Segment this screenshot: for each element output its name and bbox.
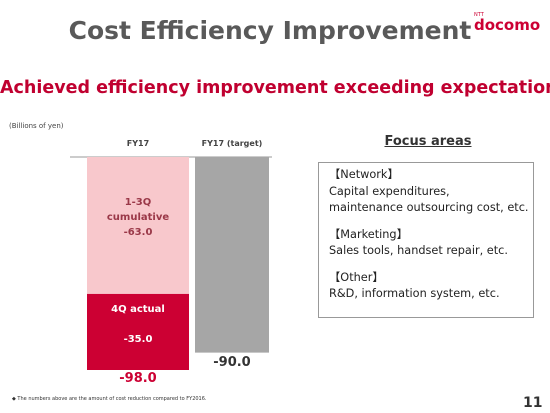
- segment-name: 4Q actual: [111, 303, 165, 315]
- focus-heading: 【Network】: [329, 168, 399, 181]
- focus-box: 【Network】 Capital expenditures, maintenanc…: [318, 162, 534, 318]
- focus-heading: 【Other】: [329, 270, 384, 284]
- total-label: -98.0: [119, 371, 157, 386]
- bar-segment: [87, 157, 189, 294]
- segment-name: 1-3Q cumulative: [106, 197, 170, 224]
- focus-line: Capital expenditures,: [329, 184, 450, 198]
- page-number: 11: [523, 395, 543, 411]
- value-label: -35.0: [123, 333, 153, 345]
- focus-line: R&D, information system, etc.: [329, 287, 500, 300]
- bar-segment: [195, 157, 269, 353]
- chart: [70, 156, 272, 370]
- logo: docomo: [474, 16, 541, 34]
- value-label: -63.0: [123, 227, 153, 239]
- focus-line: Sales tools, handset repair, etc.: [329, 244, 508, 257]
- bar-segment: [87, 293, 189, 370]
- title: Cost Efficiency Improvement: [68, 16, 472, 45]
- x-tick-label: FY17: [126, 139, 150, 148]
- subtitle: Achieved efficiency improvement exceedin…: [0, 78, 550, 98]
- logo-ntt: NTT: [474, 12, 484, 18]
- value-label: -90.0: [213, 354, 251, 370]
- focus-line: maintenance outsourcing cost, etc.: [329, 201, 529, 214]
- focus-title: Focus areas: [384, 134, 472, 149]
- x-tick-label: FY17 (target): [201, 139, 263, 148]
- footnote: ◆ The numbers above are the amount of co…: [12, 396, 207, 402]
- unit-label: (Billions of yen): [9, 122, 64, 130]
- focus-heading: 【Marketing】: [329, 227, 408, 241]
